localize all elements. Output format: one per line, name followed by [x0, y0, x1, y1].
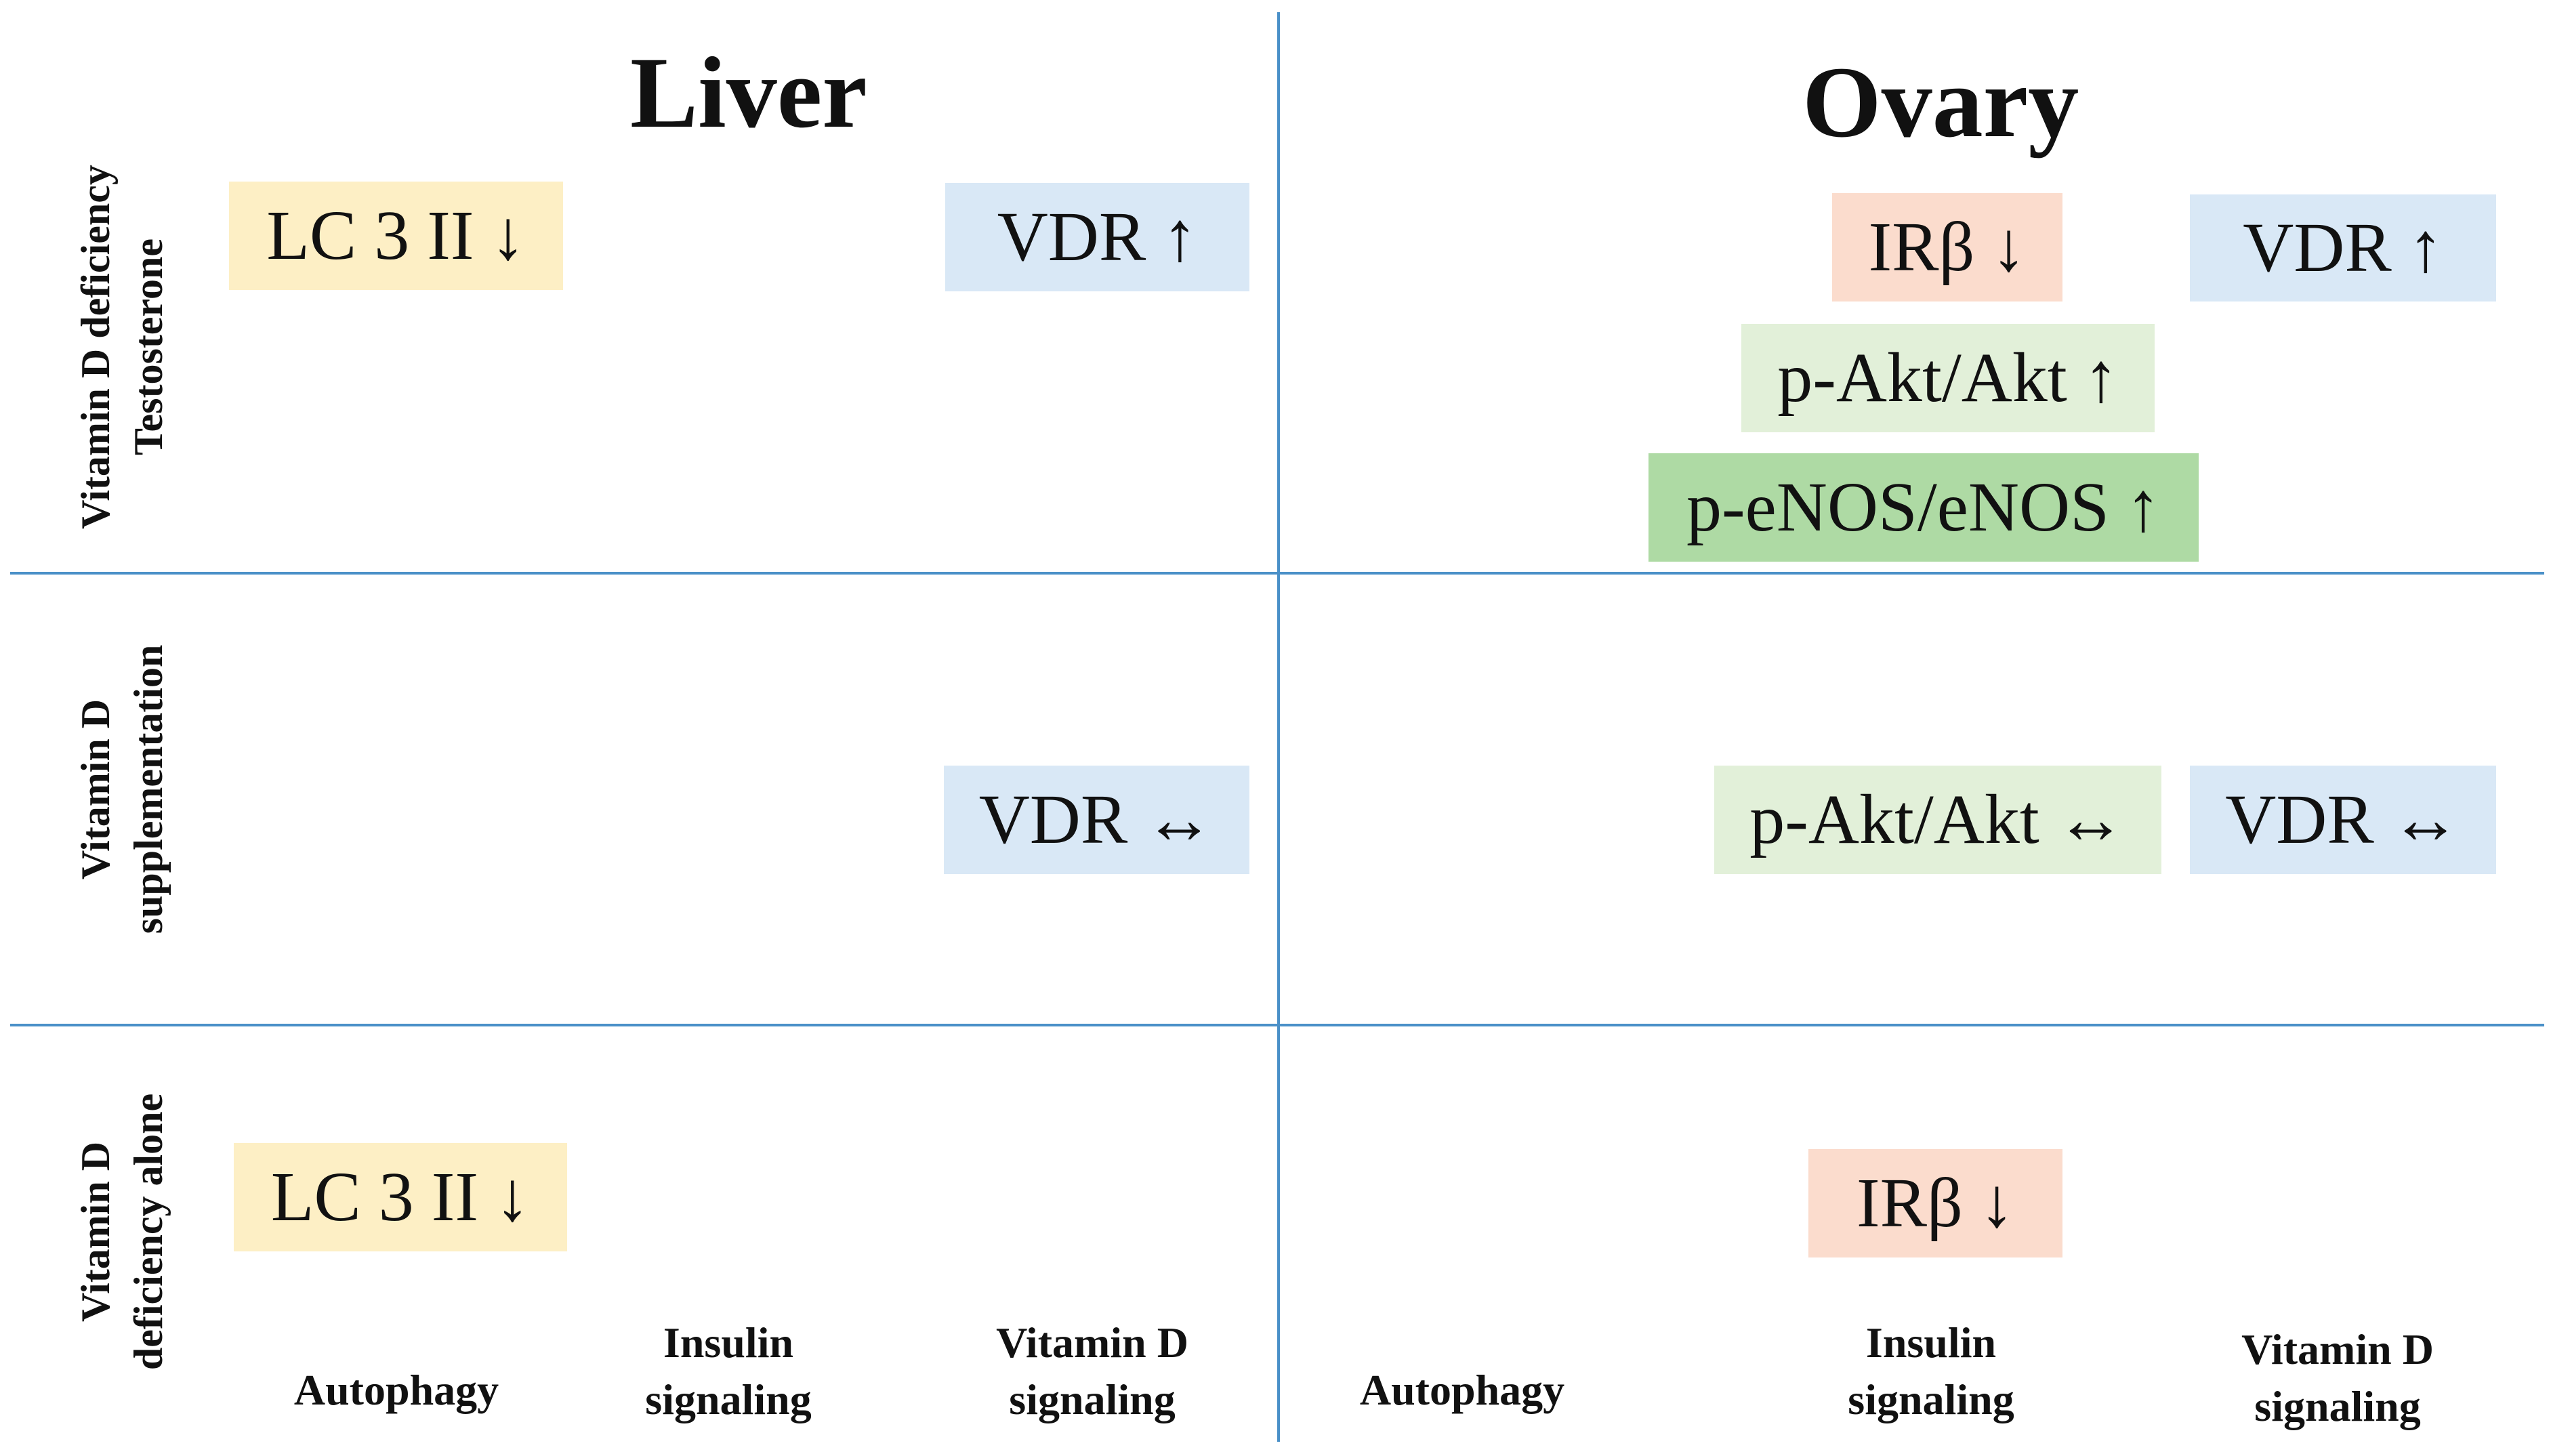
- column-title-line: Insulin: [1865, 1318, 1997, 1367]
- arrow-down-icon: ↓: [495, 1158, 531, 1236]
- marker-label: VDR: [2225, 781, 2374, 858]
- column-title-line: signaling: [1009, 1375, 1176, 1423]
- marker-ovary-akt-row2: p-Akt/Akt ↔: [1714, 766, 2161, 874]
- row-label-deficiency-alone: Vitamin D deficiency alone: [69, 1094, 175, 1370]
- row-label-line: supplementation: [126, 644, 171, 934]
- row-divider-1: [10, 572, 2544, 575]
- marker-liver-vdr-row1: VDR ↑: [945, 183, 1249, 291]
- marker-label: IRβ: [1868, 208, 1975, 286]
- row-label-line: Vitamin D: [73, 699, 118, 880]
- arrow-up-icon: ↑: [2083, 339, 2119, 417]
- column-title-ovary-vitamin-d: Vitamin D signaling: [2241, 1321, 2434, 1435]
- marker-label: IRβ: [1857, 1164, 1963, 1242]
- column-title-liver-vitamin-d: Vitamin D signaling: [996, 1314, 1188, 1428]
- arrow-down-icon: ↓: [1978, 1164, 2014, 1242]
- row-divider-2: [10, 1024, 2544, 1026]
- column-title-ovary-autophagy: Autophagy: [1360, 1362, 1564, 1419]
- row-label-line: Testosterone: [126, 238, 171, 455]
- marker-label: LC 3 II: [266, 196, 474, 274]
- marker-label: p-Akt/Akt: [1749, 781, 2039, 858]
- row-label-line: Vitamin D deficiency: [73, 165, 118, 529]
- column-title-line: Vitamin D: [996, 1318, 1188, 1367]
- column-title-liver-insulin: Insulin signaling: [645, 1314, 811, 1428]
- marker-liver-lc3-row1: LC 3 II ↓: [229, 182, 563, 290]
- column-title-line: signaling: [645, 1375, 812, 1423]
- column-title-line: Vitamin D: [2241, 1325, 2434, 1373]
- marker-label: VDR: [997, 198, 1146, 276]
- row-label-deficiency-testosterone: Vitamin D deficiency Testosterone: [69, 165, 175, 529]
- marker-label: VDR: [2243, 209, 2392, 287]
- column-title-line: signaling: [2254, 1382, 2421, 1430]
- column-title-line: Insulin: [663, 1318, 794, 1367]
- marker-label: LC 3 II: [270, 1158, 479, 1236]
- organ-title-liver: Liver: [630, 37, 867, 149]
- marker-ovary-irb-row1: IRβ ↓: [1832, 193, 2062, 301]
- vertical-divider: [1277, 12, 1280, 1442]
- arrow-up-icon: ↑: [2407, 209, 2443, 287]
- marker-label: p-eNOS/eNOS: [1686, 468, 2109, 546]
- organ-title-ovary: Ovary: [1802, 46, 2079, 159]
- column-title-line: Autophagy: [293, 1366, 499, 1414]
- arrow-down-icon: ↓: [490, 196, 526, 274]
- arrow-up-icon: ↑: [2125, 468, 2161, 546]
- marker-ovary-irb-row3: IRβ ↓: [1808, 1149, 2062, 1257]
- marker-ovary-enos-row1: p-eNOS/eNOS ↑: [1648, 453, 2199, 562]
- row-label-line: deficiency alone: [126, 1093, 171, 1371]
- arrow-both-icon: ↔: [2390, 781, 2461, 858]
- marker-ovary-vdr-row2: VDR ↔: [2190, 766, 2496, 874]
- marker-ovary-vdr-row1: VDR ↑: [2190, 194, 2496, 301]
- arrow-both-icon: ↔: [1144, 781, 1215, 858]
- marker-label: VDR: [978, 781, 1128, 858]
- column-title-ovary-insulin: Insulin signaling: [1848, 1314, 2014, 1428]
- column-title-line: signaling: [1848, 1375, 2014, 1423]
- arrow-down-icon: ↓: [1991, 208, 2027, 286]
- row-label-supplementation: Vitamin D supplementation: [69, 645, 175, 934]
- arrow-up-icon: ↑: [1162, 198, 1198, 276]
- row-label-line: Vitamin D: [73, 1141, 118, 1323]
- marker-liver-lc3-row3: LC 3 II ↓: [234, 1143, 567, 1251]
- marker-ovary-akt-row1: p-Akt/Akt ↑: [1741, 324, 2155, 432]
- column-title-liver-autophagy: Autophagy: [294, 1362, 499, 1419]
- marker-liver-vdr-row2: VDR ↔: [944, 766, 1249, 874]
- arrow-both-icon: ↔: [2055, 781, 2126, 858]
- column-title-line: Autophagy: [1359, 1366, 1565, 1414]
- marker-label: p-Akt/Akt: [1777, 339, 2067, 417]
